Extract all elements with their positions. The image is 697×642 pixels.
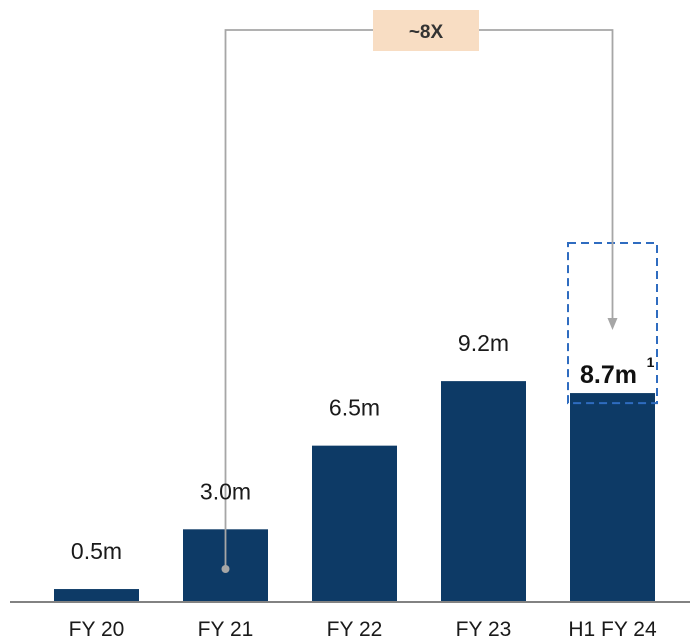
arrowhead-icon — [607, 318, 618, 330]
data-label-highlighted: 8.7m — [580, 361, 637, 389]
connector-start-dot — [221, 565, 230, 573]
growth-connector-line — [224, 29, 614, 569]
data-label: 6.5m — [329, 395, 380, 421]
data-label: 0.5m — [71, 538, 122, 564]
footnote-marker: 1 — [647, 354, 655, 370]
bar-fy-22 — [312, 445, 397, 601]
bar-fy-23 — [441, 381, 526, 601]
bar-fy-20 — [54, 589, 139, 601]
data-label: 9.2m — [458, 330, 509, 356]
x-tick-label: H1 FY 24 — [568, 618, 657, 641]
x-tick-label: FY 23 — [456, 618, 512, 641]
growth-multiplier-label: ~8X — [409, 22, 444, 43]
data-label: 3.0m — [200, 478, 251, 504]
growth-multiplier-badge — [373, 10, 479, 51]
x-tick-label: FY 21 — [198, 618, 254, 641]
x-tick-label: FY 20 — [69, 618, 125, 641]
bar-h1-fy-24 — [570, 393, 655, 601]
x-tick-label: FY 22 — [327, 618, 383, 641]
